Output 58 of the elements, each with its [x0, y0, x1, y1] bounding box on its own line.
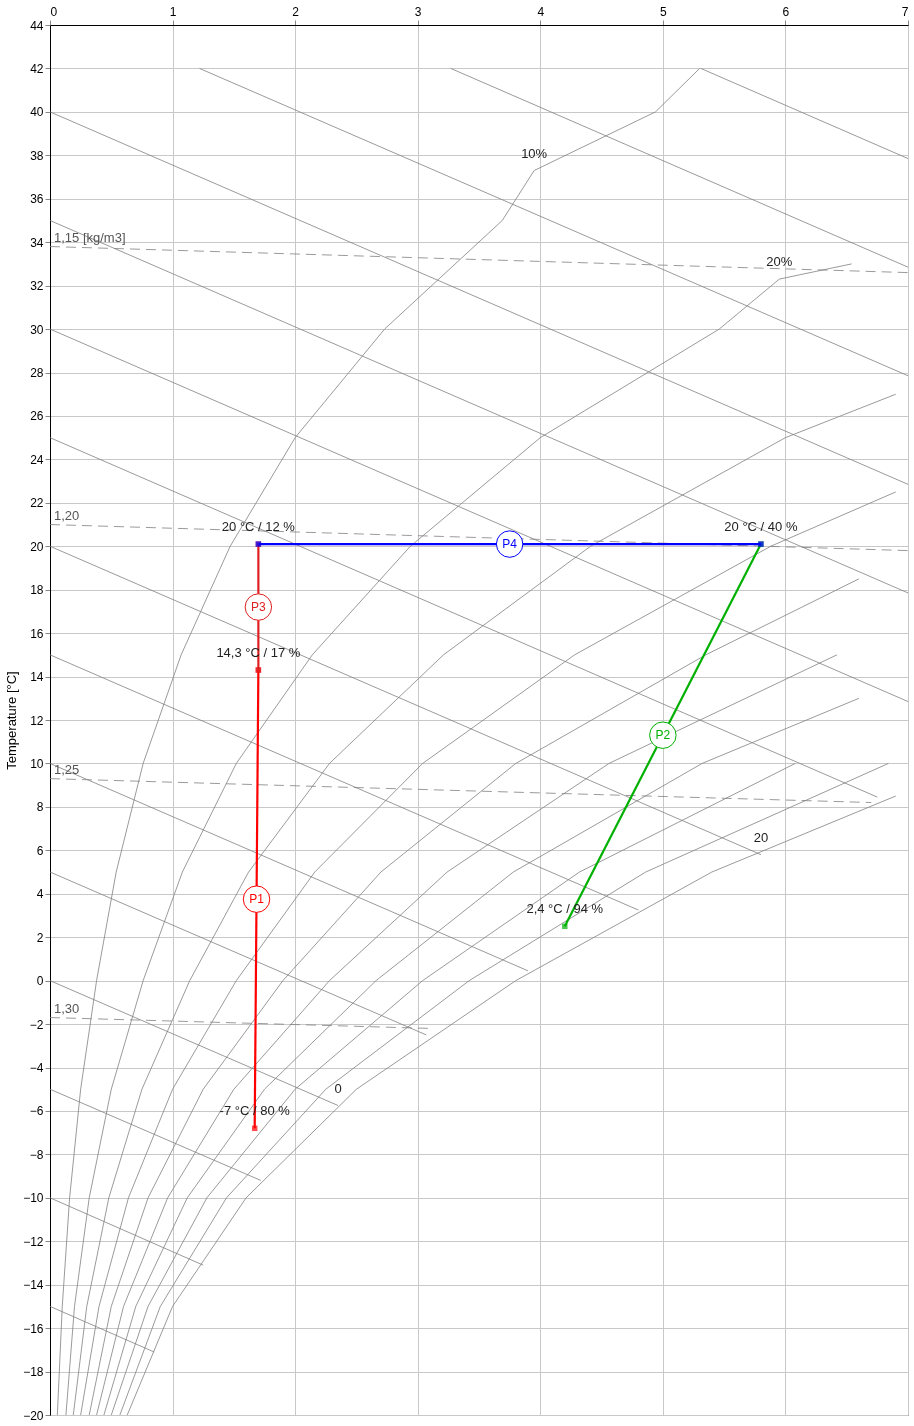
series-label: P3 [251, 600, 267, 615]
y-tick-label: 26 [30, 409, 44, 424]
y-tick-label: 20 [30, 539, 44, 554]
annotation: 0 [334, 1080, 342, 1096]
y-tick-label: −16 [23, 1321, 44, 1336]
y-tick-label: 32 [30, 279, 44, 294]
x-tick-label: 1 [169, 4, 177, 19]
y-tick-label: 22 [30, 496, 44, 511]
y-tick-label: 12 [30, 713, 44, 728]
x-tick-label: 7 [901, 4, 909, 19]
y-tick-label: −8 [29, 1147, 44, 1162]
x-tick-label: 0 [50, 4, 58, 19]
annotation: 1,15 [kg/m3] [54, 229, 126, 245]
y-tick-label: 44 [30, 18, 44, 33]
x-tick-label: 5 [660, 4, 668, 19]
y-tick-label: −6 [29, 1104, 44, 1119]
y-tick-label: −12 [23, 1234, 44, 1249]
annotation: 20% [766, 254, 793, 270]
x-tick-label: 4 [537, 4, 545, 19]
annotation: 20 °C / 40 % [724, 519, 798, 535]
y-tick-label: 8 [36, 800, 44, 815]
y-tick-label: −18 [23, 1365, 44, 1380]
x-tick-label: 6 [782, 4, 790, 19]
x-tick-label: 3 [414, 4, 422, 19]
annotation: 1,30 [54, 1000, 80, 1016]
series-label: P2 [655, 728, 671, 743]
series-label: P1 [249, 892, 265, 907]
y-tick-label: −2 [29, 1017, 44, 1032]
y-tick-label: 2 [36, 930, 44, 945]
y-tick-label: 30 [30, 322, 44, 337]
y-tick-label: 4 [36, 887, 44, 902]
y-tick-label: 18 [30, 583, 44, 598]
annotation: 1,20 [54, 507, 80, 523]
annotation: 2,4 °C / 94 % [526, 901, 604, 917]
x-tick-label: 2 [292, 4, 300, 19]
y-tick-label: 24 [30, 452, 44, 467]
annotation: 10% [521, 145, 548, 161]
y-tick-label: 16 [30, 626, 44, 641]
annotation: -7 °C / 80 % [219, 1103, 291, 1119]
y-tick-label: 6 [36, 843, 44, 858]
y-tick-label: 10 [30, 756, 44, 771]
y-axis-title: Temperature [°C] [4, 671, 20, 770]
y-tick-label: 28 [30, 366, 44, 380]
y-tick-label: 0 [36, 974, 44, 989]
y-tick-label: 42 [30, 61, 44, 76]
y-tick-label: −10 [23, 1191, 44, 1206]
y-tick-label: −14 [23, 1278, 44, 1293]
annotation: 20 [753, 829, 769, 845]
y-tick-label: 40 [30, 105, 44, 120]
y-tick-label: 38 [30, 148, 44, 163]
annotation: 1,25 [54, 761, 80, 777]
annotation: 20 °C / 12 % [221, 519, 296, 535]
y-tick-label: 14 [30, 670, 44, 685]
y-tick-label: 34 [30, 235, 44, 250]
y-tick-label: −4 [29, 1061, 44, 1075]
y-tick-label: 36 [30, 192, 44, 207]
y-tick-label: −20 [23, 1408, 44, 1423]
series-label: P4 [502, 537, 518, 552]
